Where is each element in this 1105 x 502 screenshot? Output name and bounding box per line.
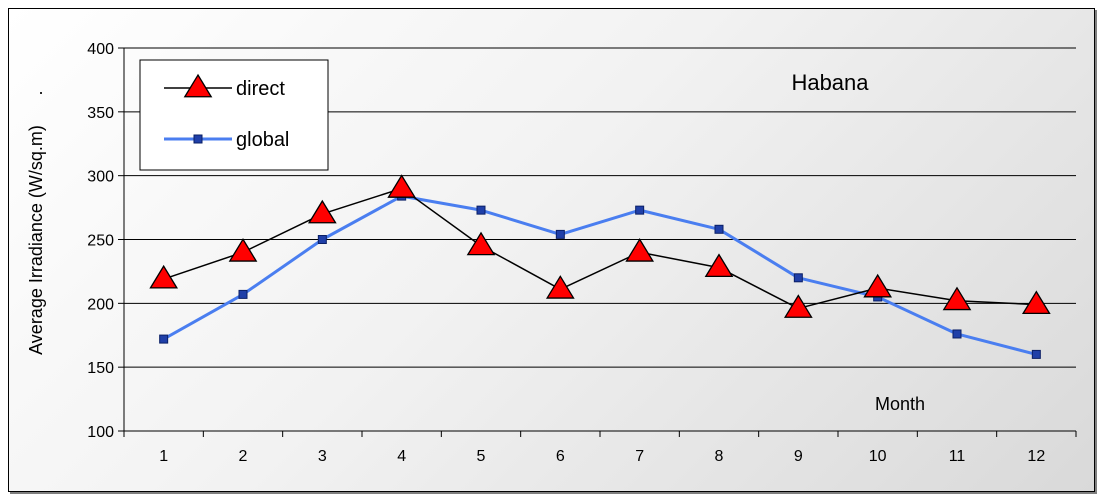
- x-tick-label: 8: [715, 448, 724, 465]
- y-axis-label: Average Irradiance (W/sq.m): [26, 125, 46, 355]
- legend-items: direct global: [164, 73, 289, 151]
- y-tick-label: 400: [87, 41, 114, 58]
- x-axis-label: Month: [875, 394, 925, 414]
- y-tick-label: 250: [87, 233, 114, 250]
- point-direct: [704, 253, 734, 278]
- x-tick-label: 1: [159, 448, 168, 465]
- y-tick-label: 200: [87, 296, 114, 313]
- x-tick-label: 11: [949, 448, 966, 465]
- point-global: [635, 205, 645, 215]
- point-global: [1031, 349, 1041, 359]
- point-global: [238, 289, 248, 299]
- point-direct: [545, 275, 575, 299]
- legend-marker-direct: [183, 73, 213, 98]
- point-direct: [307, 199, 337, 224]
- point-direct: [783, 294, 813, 318]
- chart-title: Habana: [791, 70, 869, 95]
- x-tick-label: 10: [869, 448, 887, 465]
- series-line-global: [162, 194, 1037, 356]
- legend-box: [139, 59, 329, 171]
- x-tick-label: 2: [239, 448, 248, 465]
- point-global: [159, 334, 169, 344]
- series-layer: [149, 174, 1051, 359]
- x-tick-label: 7: [635, 448, 644, 465]
- legend-marker-global: [193, 134, 203, 144]
- y-axis-label-suffix: .: [26, 90, 46, 95]
- y-tick-label: 350: [87, 105, 114, 122]
- y-tick-label: 150: [87, 360, 114, 377]
- x-tick-label: 5: [477, 448, 486, 465]
- point-global: [714, 224, 724, 234]
- point-global: [476, 205, 486, 215]
- point-direct: [863, 273, 893, 298]
- point-direct: [1021, 290, 1051, 315]
- point-global: [317, 235, 327, 244]
- point-direct: [149, 264, 179, 289]
- x-tick-label: 12: [1027, 448, 1045, 465]
- legend: direct global: [139, 59, 329, 171]
- legend-label-direct: direct: [236, 78, 285, 100]
- x-tick-label: 9: [794, 448, 803, 465]
- y-tick-label: 300: [87, 169, 114, 186]
- y-tick-label: 100: [87, 424, 114, 441]
- point-direct: [942, 286, 972, 311]
- legend-label-global: global: [236, 129, 289, 151]
- point-global: [555, 229, 565, 239]
- point-direct: [625, 238, 655, 262]
- x-tick-label: 4: [397, 448, 406, 465]
- point-global: [952, 329, 962, 339]
- x-tick-label: 6: [556, 448, 565, 465]
- point-direct: [228, 238, 258, 262]
- series-line-direct: [163, 187, 1037, 310]
- point-direct: [387, 174, 417, 198]
- point-direct: [466, 231, 496, 256]
- point-global: [793, 273, 803, 283]
- x-tick-label: 3: [318, 448, 327, 465]
